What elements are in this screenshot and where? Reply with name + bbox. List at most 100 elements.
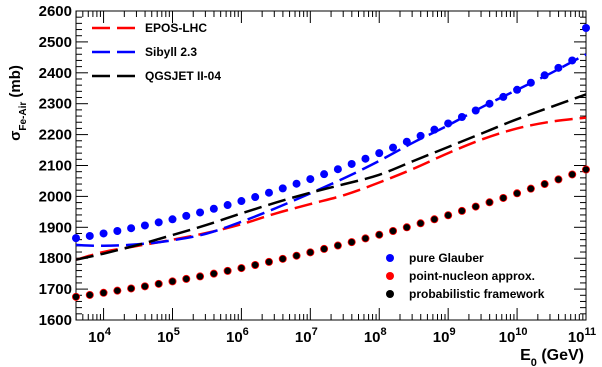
y-tick-label: 2500 — [39, 34, 72, 51]
x-tick-label: 104 — [88, 326, 112, 346]
point-pure-glauber — [471, 106, 480, 115]
x-tick-label: 1011 — [568, 326, 596, 346]
y-axis-label: σFe-Air (mb) — [7, 65, 29, 141]
y-tick-label: 2100 — [39, 158, 72, 175]
y-tick-label: 1700 — [39, 281, 72, 298]
point-pure-glauber — [347, 159, 356, 168]
point-probabilistic-framework — [362, 235, 369, 242]
point-probabilistic-framework — [307, 249, 314, 256]
point-pure-glauber — [168, 215, 177, 224]
point-pure-glauber — [457, 112, 466, 121]
point-probabilistic-framework — [72, 293, 80, 301]
point-probabilistic-framework — [472, 203, 479, 210]
y-tick-label: 2200 — [39, 127, 72, 144]
x-tick-label: 109 — [433, 326, 456, 346]
legend-point-label: probabilistic framework — [409, 287, 545, 301]
point-probabilistic-framework — [265, 258, 273, 266]
y-tick-label: 1800 — [39, 250, 72, 267]
point-pure-glauber — [196, 208, 205, 217]
legend-point-label: pure Glauber — [409, 251, 484, 265]
x-tick-exponent: 8 — [381, 326, 387, 338]
x-axis-label-main: E — [520, 347, 531, 364]
point-probabilistic-framework — [114, 287, 121, 294]
point-probabilistic-framework — [320, 245, 328, 253]
point-pure-glauber — [389, 143, 398, 152]
x-tick-base: 10 — [88, 329, 105, 346]
point-pure-glauber — [99, 229, 108, 238]
y-axis-label-main: σ — [7, 131, 24, 141]
point-probabilistic-framework — [251, 261, 259, 269]
y-axis-label-sub: Fe-Air — [18, 102, 29, 131]
point-probabilistic-framework — [527, 185, 535, 192]
x-tick-base: 10 — [157, 329, 174, 346]
point-probabilistic-framework — [334, 242, 342, 249]
x-tick-base: 10 — [499, 329, 516, 346]
point-probabilistic-framework — [238, 264, 245, 272]
point-probabilistic-framework — [417, 220, 424, 227]
point-probabilistic-framework — [279, 255, 286, 263]
line-series-sibyll-2-3 — [75, 53, 587, 248]
point-probabilistic-framework — [100, 289, 107, 297]
point-pure-glauber — [333, 165, 342, 174]
legend-point-swatch — [386, 272, 394, 280]
point-probabilistic-framework — [444, 212, 452, 219]
point-series-group — [72, 23, 590, 301]
x-tick-base: 10 — [568, 329, 585, 346]
point-pure-glauber — [140, 221, 149, 230]
point-pure-glauber — [278, 184, 287, 193]
point-pure-glauber — [361, 154, 370, 163]
x-tick-exponent: 7 — [312, 326, 318, 338]
point-pure-glauber — [499, 92, 508, 101]
x-tick-base: 10 — [295, 329, 312, 346]
x-tick-label: 1010 — [499, 326, 528, 346]
point-pure-glauber — [85, 231, 94, 240]
legend-point-swatch — [386, 290, 394, 298]
point-pure-glauber — [292, 179, 301, 188]
x-axis-ticks: 104 105 106 107 108 109 1010 1011 — [75, 11, 596, 346]
point-pure-glauber — [375, 149, 384, 158]
x-tick-exponent: 6 — [243, 326, 249, 338]
point-pure-glauber — [513, 85, 522, 94]
point-pure-glauber — [416, 131, 425, 140]
point-probabilistic-framework — [196, 273, 204, 280]
x-tick-exponent: 5 — [174, 326, 180, 338]
point-probabilistic-framework — [348, 238, 355, 246]
legend-line-label: QGSJET II-04 — [145, 69, 221, 83]
y-tick-label: 1900 — [39, 219, 72, 236]
point-probabilistic-framework — [403, 224, 411, 231]
x-tick-label: 106 — [226, 326, 249, 346]
point-pure-glauber — [320, 170, 329, 179]
point-pure-glauber — [306, 175, 315, 184]
point-probabilistic-framework — [155, 280, 162, 288]
point-probabilistic-framework — [486, 199, 493, 206]
x-tick-exponent: 9 — [449, 326, 455, 338]
x-axis-label: E0 (GeV) — [520, 347, 584, 367]
x-tick-exponent: 4 — [105, 326, 112, 338]
point-probabilistic-framework — [293, 252, 300, 259]
point-pure-glauber — [554, 63, 563, 72]
point-pure-glauber — [526, 78, 535, 87]
legend-point-swatch — [386, 254, 394, 262]
point-probabilistic-framework — [376, 231, 383, 238]
x-axis-label-unit: (GeV) — [537, 347, 584, 364]
point-pure-glauber — [251, 193, 260, 202]
legend-line-label: Sibyll 2.3 — [145, 45, 197, 59]
y-tick-label: 2600 — [39, 3, 72, 20]
y-axis-label-unit: (mb) — [7, 65, 24, 102]
legend-points: pure Glauber point-nucleon approx. probabi… — [386, 251, 545, 301]
x-tick-label: 107 — [295, 326, 318, 346]
point-probabilistic-framework — [169, 278, 176, 285]
point-pure-glauber — [568, 56, 577, 65]
y-tick-label: 2300 — [39, 96, 72, 113]
line-series-qgsjet-ii-04 — [75, 93, 587, 261]
point-probabilistic-framework — [582, 166, 590, 173]
y-tick-label: 2000 — [39, 188, 72, 205]
y-axis-ticks: 1600 1700 1800 1900 2000 2100 2200 2300 2400 2500… — [39, 3, 586, 329]
point-probabilistic-framework — [555, 176, 562, 183]
point-probabilistic-framework — [141, 283, 149, 290]
point-probabilistic-framework — [569, 171, 576, 178]
y-tick-label: 1600 — [39, 312, 72, 329]
point-pure-glauber — [402, 137, 411, 146]
x-tick-base: 10 — [433, 329, 450, 346]
